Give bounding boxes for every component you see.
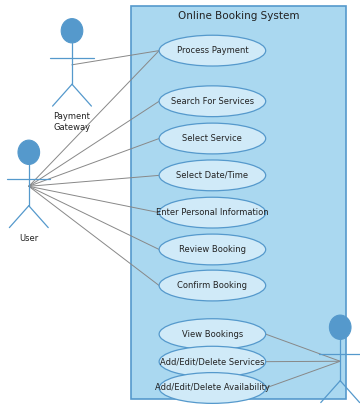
Text: Payment
Gateway: Payment Gateway: [53, 112, 91, 132]
Text: User: User: [19, 234, 39, 243]
Ellipse shape: [159, 86, 266, 117]
Circle shape: [18, 140, 40, 164]
FancyBboxPatch shape: [131, 6, 346, 399]
Circle shape: [61, 19, 83, 43]
Text: Add/Edit/Delete Availability: Add/Edit/Delete Availability: [155, 384, 270, 392]
Text: Online Booking System: Online Booking System: [178, 11, 299, 21]
Ellipse shape: [159, 319, 266, 350]
Text: Select Date/Time: Select Date/Time: [176, 171, 248, 180]
Ellipse shape: [159, 160, 266, 191]
Ellipse shape: [159, 373, 266, 403]
Circle shape: [329, 315, 351, 339]
Ellipse shape: [159, 35, 266, 66]
Ellipse shape: [159, 346, 266, 377]
Ellipse shape: [159, 270, 266, 301]
Ellipse shape: [159, 123, 266, 154]
Ellipse shape: [159, 234, 266, 265]
Text: Review Booking: Review Booking: [179, 245, 246, 254]
Text: Search For Services: Search For Services: [171, 97, 254, 106]
Text: Confirm Booking: Confirm Booking: [177, 281, 247, 290]
Text: Add/Edit/Delete Services: Add/Edit/Delete Services: [160, 357, 265, 366]
Text: Enter Personal Information: Enter Personal Information: [156, 208, 269, 217]
Text: View Bookings: View Bookings: [182, 330, 243, 339]
Text: Select Service: Select Service: [183, 134, 242, 143]
Ellipse shape: [159, 197, 266, 228]
Text: Process Payment: Process Payment: [177, 46, 248, 55]
